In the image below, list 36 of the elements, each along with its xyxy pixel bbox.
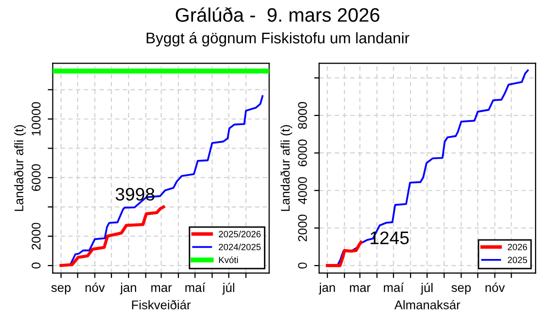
x-tick-label: júl xyxy=(222,282,234,295)
y-tick-label: 2000 xyxy=(298,214,307,242)
x-tick-label: mar xyxy=(350,285,370,292)
x-axis-title: Fiskveiðiár xyxy=(132,300,191,310)
line-series xyxy=(60,205,165,268)
x-tick-label: nóv xyxy=(486,282,505,292)
y-tick-label: 4000 xyxy=(298,177,307,204)
y-tick-label: 2000 xyxy=(32,222,41,250)
x-tick-label: maí xyxy=(384,282,404,292)
legend-label: 2025 xyxy=(508,256,528,264)
y-tick-label: 0 xyxy=(298,262,307,269)
y-tick-label: 6000 xyxy=(32,164,41,191)
y-tick-label: 10000 xyxy=(32,102,41,136)
x-tick-label: jan xyxy=(318,282,335,294)
x-tick-label: maí xyxy=(185,282,206,292)
y-tick-label: 6000 xyxy=(298,140,307,166)
x-tick-label: sep xyxy=(451,285,471,294)
legend-label: Kvóti xyxy=(219,256,238,264)
y-tick-label: 0 xyxy=(32,262,41,269)
y-axis-title: Landaður afli (t) xyxy=(280,125,292,211)
legend-label: 2026 xyxy=(508,244,528,250)
x-tick-label: jan xyxy=(120,282,136,294)
legend-label: 2025/2026 xyxy=(218,230,261,238)
x-tick-label: nóv xyxy=(86,282,105,292)
line-series xyxy=(326,240,363,268)
annotation: 1245 xyxy=(370,231,409,244)
x-tick-label: júl xyxy=(420,282,432,295)
x-tick-label: sep xyxy=(51,285,71,294)
legend-label: 2024/2025 xyxy=(218,244,261,250)
chart-subtitle: Byggt á gögnum Fiskistofu um landanir xyxy=(146,32,410,46)
y-tick-label: 8000 xyxy=(298,102,307,129)
y-axis-title: Landaður afli (t) xyxy=(14,125,26,211)
chart-title: Grálúða - 9. mars 2026 xyxy=(176,7,380,22)
x-tick-label: mar xyxy=(151,285,172,292)
x-axis-title: Almanaksár xyxy=(394,300,460,310)
annotation: 3998 xyxy=(116,188,154,201)
